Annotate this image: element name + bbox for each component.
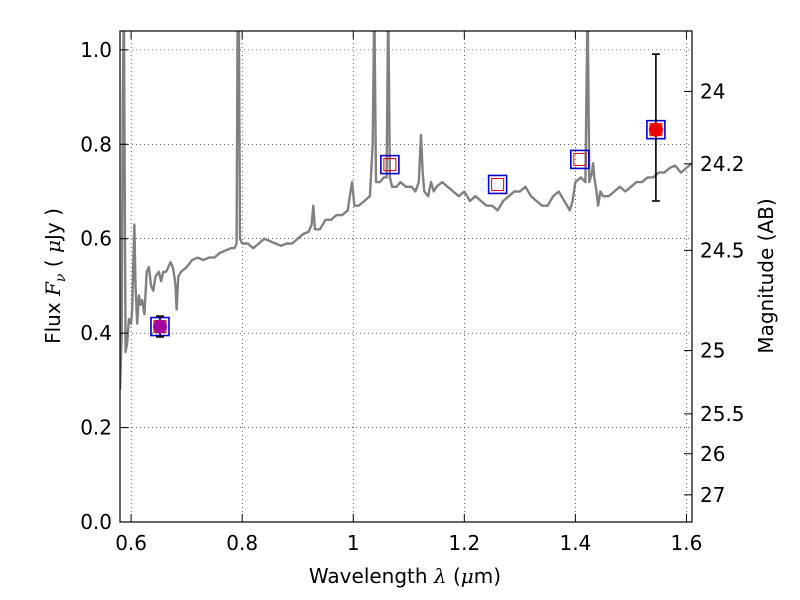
model-photometry-point: [491, 177, 505, 191]
model-photometry-point: [573, 152, 587, 166]
y2-axis-label: Magnitude (AB): [754, 198, 778, 353]
grid-lines: [120, 31, 692, 523]
x-tick-label: 1.2: [448, 531, 480, 555]
x-tick-label: 1.6: [671, 531, 703, 555]
x-tick-label: 1.4: [559, 531, 591, 555]
x-tick-label: 1: [347, 531, 360, 555]
y-tick-label: 0.4: [80, 321, 112, 345]
spectrum-line: [120, 31, 692, 390]
bandpass-box: [487, 174, 508, 195]
x-tick-label: 0.6: [115, 531, 147, 555]
x-axis-label: Wavelength λ (μm): [309, 564, 501, 588]
y-tick-label: 0.2: [80, 416, 112, 440]
mag-tick-label: 24.5: [700, 238, 745, 262]
y-tick-label: 0.0: [80, 510, 112, 534]
y-tick-label: 0.6: [80, 227, 112, 251]
y-tick-label: 0.8: [80, 132, 112, 156]
mag-tick-label: 24: [700, 79, 725, 103]
model-photometry-point: [383, 158, 397, 172]
photometry-points: [150, 53, 666, 338]
mag-tick-label: 25.5: [700, 402, 745, 426]
x-tick-label: 0.8: [226, 531, 258, 555]
axis-ticks: 0.6 0.8 1 1.2 1.4 1.6 0.0 0.2 0.4 0.6 0.8 1.0 24 24.2…: [80, 31, 745, 555]
y-axis-label: Flux Fν ( μJy ): [41, 208, 69, 344]
model-spectrum: [120, 31, 692, 390]
y-tick-label: 1.0: [80, 38, 112, 62]
mag-tick-label: 27: [700, 483, 725, 507]
mag-tick-label: 25: [700, 339, 725, 363]
bandpass-box: [570, 149, 590, 170]
observed-point: [648, 122, 663, 137]
bandpass-box: [380, 154, 400, 175]
mag-tick-label: 26: [700, 442, 725, 466]
plot-frame: [119, 30, 693, 523]
mag-tick-label: 24.2: [700, 152, 745, 176]
observed-point: [152, 319, 167, 334]
